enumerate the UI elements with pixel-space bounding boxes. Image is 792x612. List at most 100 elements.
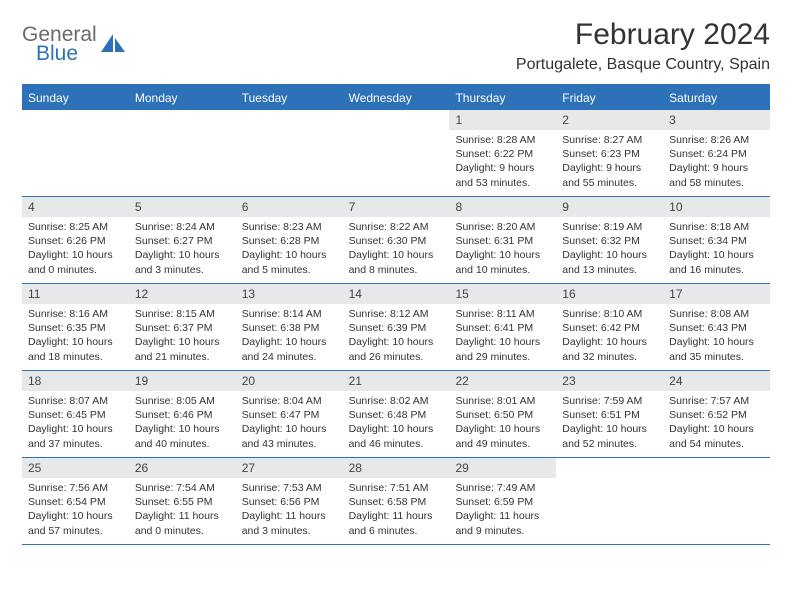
day-details: Sunrise: 8:22 AMSunset: 6:30 PMDaylight:… bbox=[343, 217, 450, 283]
day-details: Sunrise: 7:53 AMSunset: 6:56 PMDaylight:… bbox=[236, 478, 343, 544]
day-cell bbox=[663, 458, 770, 544]
day-number: 10 bbox=[663, 197, 770, 217]
empty-day bbox=[22, 110, 129, 130]
week-row: 1Sunrise: 8:28 AMSunset: 6:22 PMDaylight… bbox=[22, 110, 770, 197]
empty-day bbox=[129, 110, 236, 130]
day-number: 5 bbox=[129, 197, 236, 217]
weekday-header: Wednesday bbox=[343, 86, 450, 110]
weekday-header: Tuesday bbox=[236, 86, 343, 110]
day-cell: 1Sunrise: 8:28 AMSunset: 6:22 PMDaylight… bbox=[449, 110, 556, 196]
day-details: Sunrise: 8:18 AMSunset: 6:34 PMDaylight:… bbox=[663, 217, 770, 283]
weekday-header: Friday bbox=[556, 86, 663, 110]
day-details: Sunrise: 7:57 AMSunset: 6:52 PMDaylight:… bbox=[663, 391, 770, 457]
day-details: Sunrise: 8:28 AMSunset: 6:22 PMDaylight:… bbox=[449, 130, 556, 196]
day-number: 2 bbox=[556, 110, 663, 130]
day-cell: 15Sunrise: 8:11 AMSunset: 6:41 PMDayligh… bbox=[449, 284, 556, 370]
day-number: 22 bbox=[449, 371, 556, 391]
day-cell: 23Sunrise: 7:59 AMSunset: 6:51 PMDayligh… bbox=[556, 371, 663, 457]
day-details: Sunrise: 7:56 AMSunset: 6:54 PMDaylight:… bbox=[22, 478, 129, 544]
day-details: Sunrise: 8:08 AMSunset: 6:43 PMDaylight:… bbox=[663, 304, 770, 370]
calendar: SundayMondayTuesdayWednesdayThursdayFrid… bbox=[22, 84, 770, 545]
day-cell: 27Sunrise: 7:53 AMSunset: 6:56 PMDayligh… bbox=[236, 458, 343, 544]
day-number: 18 bbox=[22, 371, 129, 391]
day-cell: 24Sunrise: 7:57 AMSunset: 6:52 PMDayligh… bbox=[663, 371, 770, 457]
day-details: Sunrise: 8:16 AMSunset: 6:35 PMDaylight:… bbox=[22, 304, 129, 370]
day-number: 11 bbox=[22, 284, 129, 304]
month-title: February 2024 bbox=[516, 18, 770, 52]
day-cell: 12Sunrise: 8:15 AMSunset: 6:37 PMDayligh… bbox=[129, 284, 236, 370]
day-details: Sunrise: 8:07 AMSunset: 6:45 PMDaylight:… bbox=[22, 391, 129, 457]
week-row: 18Sunrise: 8:07 AMSunset: 6:45 PMDayligh… bbox=[22, 371, 770, 458]
day-cell: 18Sunrise: 8:07 AMSunset: 6:45 PMDayligh… bbox=[22, 371, 129, 457]
logo-sail-icon bbox=[101, 34, 127, 56]
day-cell: 29Sunrise: 7:49 AMSunset: 6:59 PMDayligh… bbox=[449, 458, 556, 544]
day-number: 13 bbox=[236, 284, 343, 304]
header: General Blue February 2024 Portugalete, … bbox=[22, 18, 770, 80]
day-cell: 13Sunrise: 8:14 AMSunset: 6:38 PMDayligh… bbox=[236, 284, 343, 370]
empty-day bbox=[343, 110, 450, 130]
day-number: 29 bbox=[449, 458, 556, 478]
day-number: 12 bbox=[129, 284, 236, 304]
location: Portugalete, Basque Country, Spain bbox=[516, 56, 770, 74]
day-cell: 16Sunrise: 8:10 AMSunset: 6:42 PMDayligh… bbox=[556, 284, 663, 370]
day-details: Sunrise: 8:23 AMSunset: 6:28 PMDaylight:… bbox=[236, 217, 343, 283]
day-number: 15 bbox=[449, 284, 556, 304]
weekday-header: Saturday bbox=[663, 86, 770, 110]
day-cell: 26Sunrise: 7:54 AMSunset: 6:55 PMDayligh… bbox=[129, 458, 236, 544]
empty-day bbox=[236, 110, 343, 130]
day-cell bbox=[236, 110, 343, 196]
day-details: Sunrise: 8:20 AMSunset: 6:31 PMDaylight:… bbox=[449, 217, 556, 283]
logo-word-2: Blue bbox=[36, 43, 97, 64]
day-cell: 19Sunrise: 8:05 AMSunset: 6:46 PMDayligh… bbox=[129, 371, 236, 457]
day-number: 4 bbox=[22, 197, 129, 217]
day-cell bbox=[129, 110, 236, 196]
day-details: Sunrise: 8:15 AMSunset: 6:37 PMDaylight:… bbox=[129, 304, 236, 370]
day-details: Sunrise: 8:26 AMSunset: 6:24 PMDaylight:… bbox=[663, 130, 770, 196]
day-number: 26 bbox=[129, 458, 236, 478]
day-cell: 7Sunrise: 8:22 AMSunset: 6:30 PMDaylight… bbox=[343, 197, 450, 283]
day-cell: 5Sunrise: 8:24 AMSunset: 6:27 PMDaylight… bbox=[129, 197, 236, 283]
day-number: 16 bbox=[556, 284, 663, 304]
day-cell: 28Sunrise: 7:51 AMSunset: 6:58 PMDayligh… bbox=[343, 458, 450, 544]
day-number: 3 bbox=[663, 110, 770, 130]
day-details: Sunrise: 8:04 AMSunset: 6:47 PMDaylight:… bbox=[236, 391, 343, 457]
day-number: 28 bbox=[343, 458, 450, 478]
logo: General Blue bbox=[22, 18, 127, 64]
day-details: Sunrise: 8:24 AMSunset: 6:27 PMDaylight:… bbox=[129, 217, 236, 283]
day-cell: 9Sunrise: 8:19 AMSunset: 6:32 PMDaylight… bbox=[556, 197, 663, 283]
week-row: 11Sunrise: 8:16 AMSunset: 6:35 PMDayligh… bbox=[22, 284, 770, 371]
day-details: Sunrise: 8:19 AMSunset: 6:32 PMDaylight:… bbox=[556, 217, 663, 283]
day-number: 19 bbox=[129, 371, 236, 391]
day-details: Sunrise: 7:59 AMSunset: 6:51 PMDaylight:… bbox=[556, 391, 663, 457]
day-cell: 17Sunrise: 8:08 AMSunset: 6:43 PMDayligh… bbox=[663, 284, 770, 370]
day-number: 7 bbox=[343, 197, 450, 217]
day-cell: 3Sunrise: 8:26 AMSunset: 6:24 PMDaylight… bbox=[663, 110, 770, 196]
day-details: Sunrise: 8:11 AMSunset: 6:41 PMDaylight:… bbox=[449, 304, 556, 370]
day-cell: 6Sunrise: 8:23 AMSunset: 6:28 PMDaylight… bbox=[236, 197, 343, 283]
empty-day bbox=[663, 458, 770, 478]
day-details: Sunrise: 8:05 AMSunset: 6:46 PMDaylight:… bbox=[129, 391, 236, 457]
day-details: Sunrise: 8:10 AMSunset: 6:42 PMDaylight:… bbox=[556, 304, 663, 370]
day-cell: 11Sunrise: 8:16 AMSunset: 6:35 PMDayligh… bbox=[22, 284, 129, 370]
title-block: February 2024 Portugalete, Basque Countr… bbox=[516, 18, 770, 80]
day-number: 24 bbox=[663, 371, 770, 391]
week-row: 25Sunrise: 7:56 AMSunset: 6:54 PMDayligh… bbox=[22, 458, 770, 545]
day-number: 17 bbox=[663, 284, 770, 304]
day-details: Sunrise: 8:12 AMSunset: 6:39 PMDaylight:… bbox=[343, 304, 450, 370]
day-number: 6 bbox=[236, 197, 343, 217]
day-cell bbox=[556, 458, 663, 544]
day-number: 23 bbox=[556, 371, 663, 391]
day-number: 1 bbox=[449, 110, 556, 130]
day-number: 9 bbox=[556, 197, 663, 217]
day-cell: 20Sunrise: 8:04 AMSunset: 6:47 PMDayligh… bbox=[236, 371, 343, 457]
weekday-header: Thursday bbox=[449, 86, 556, 110]
day-cell: 10Sunrise: 8:18 AMSunset: 6:34 PMDayligh… bbox=[663, 197, 770, 283]
empty-day bbox=[556, 458, 663, 478]
day-details: Sunrise: 8:01 AMSunset: 6:50 PMDaylight:… bbox=[449, 391, 556, 457]
day-number: 25 bbox=[22, 458, 129, 478]
day-cell bbox=[22, 110, 129, 196]
day-cell: 21Sunrise: 8:02 AMSunset: 6:48 PMDayligh… bbox=[343, 371, 450, 457]
day-cell bbox=[343, 110, 450, 196]
logo-text: General Blue bbox=[22, 24, 97, 64]
day-cell: 22Sunrise: 8:01 AMSunset: 6:50 PMDayligh… bbox=[449, 371, 556, 457]
